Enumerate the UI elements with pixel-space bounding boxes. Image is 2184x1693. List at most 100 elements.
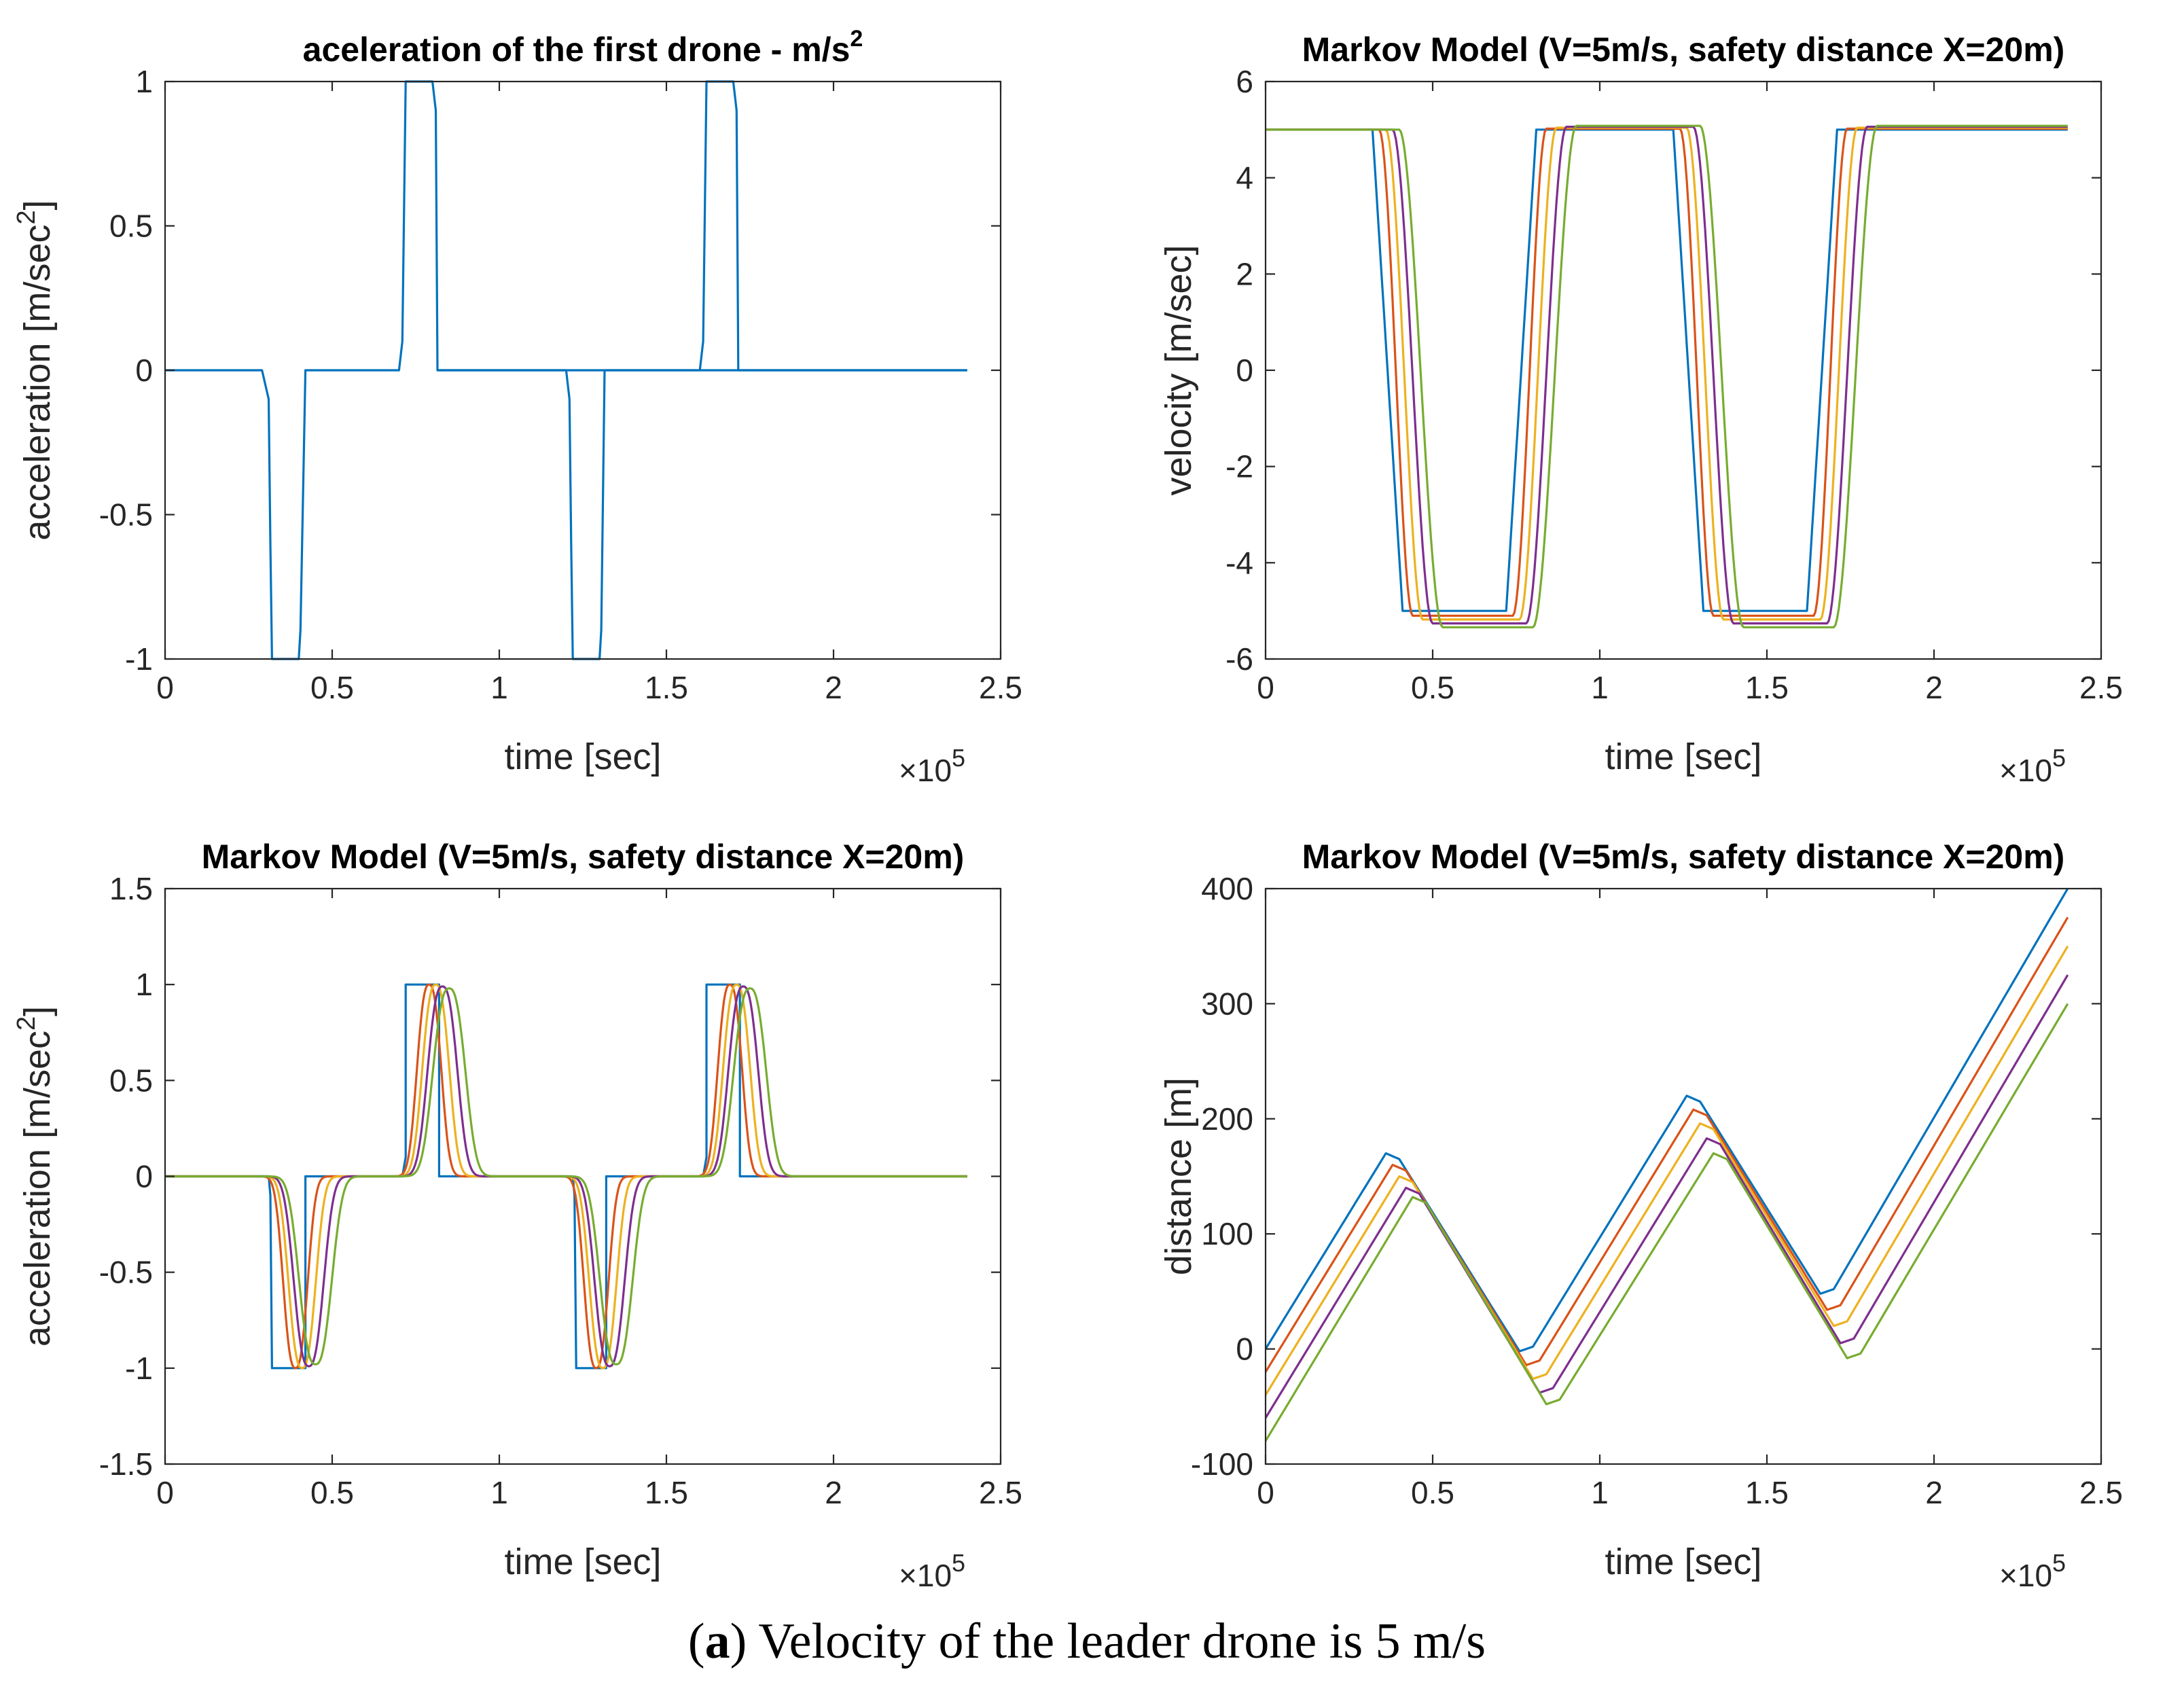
figure-caption: (a) Velocity of the leader drone is 5 m/… [688,1614,1486,1669]
series-group [165,80,967,660]
x-axis-multiplier: ×105 [899,744,965,788]
y-tick-label: 6 [1236,64,1253,99]
x-tick-label: 1 [490,1475,508,1510]
y-tick-label: 1 [135,967,153,1002]
series-line-1 [1266,128,2068,612]
multiplier-times: × [899,753,917,788]
x-tick-label: 1.5 [1745,1475,1789,1510]
caption-text: Velocity of the leader drone is 5 m/s [747,1614,1486,1669]
plot-title-text: Markov Model (V=5m/s, safety distance X=… [202,838,965,876]
y-tick-label: 0 [135,1159,153,1194]
series-line-2 [1266,127,2068,617]
multiplier-times: × [1999,1558,2018,1593]
multiplier-base: 10 [917,753,952,788]
y-tick-label: 1.5 [109,871,153,906]
x-axis-label: time [sec] [504,1541,661,1582]
y-axis-label-text: acceleration [m/sec [17,1031,58,1347]
x-tick-label: 0 [156,670,174,705]
series-group [1266,124,2068,628]
y-axis-label-text: velocity [m/sec] [1158,245,1199,495]
y-tick-label: -1 [125,641,153,677]
y-axis-label-suffix: ] [17,1006,58,1016]
series-line-4 [1266,974,2069,1419]
y-tick-label: 0 [1236,353,1253,388]
x-tick-label: 1 [490,670,508,705]
y-tick-label: 100 [1201,1216,1253,1251]
multiplier-base: 10 [2018,753,2052,788]
x-tick-label: 2.5 [2079,1475,2123,1510]
y-tick-label: 0 [135,353,153,388]
x-tick-label: 1 [1591,1475,1609,1510]
multiplier-exponent: 5 [2052,1549,2066,1577]
caption-paren-open: ( [688,1614,705,1669]
plot-title-superscript: 2 [850,26,863,52]
y-axis-label: acceleration [m/sec2] [12,1006,58,1347]
series-line-3 [1266,126,2068,621]
y-axis-label-suffix: ] [17,200,58,210]
x-axis-label: time [sec] [1605,1541,1761,1582]
plot-title: aceleration of the first drone - m/s2 [303,26,863,69]
axes-frame [1264,887,2102,1465]
series-line-1 [1266,888,2069,1353]
series-line-2 [1266,916,2069,1373]
series-group [165,983,967,1370]
x-axis-label: time [sec] [1605,736,1761,777]
y-tick-label: -1 [125,1351,153,1386]
x-tick-label: 2.5 [979,670,1022,705]
x-axis-multiplier: ×105 [1999,1549,2066,1593]
series-line-5 [165,987,967,1366]
multiplier-base: 10 [2018,1558,2052,1593]
y-tick-label: 400 [1201,871,1253,906]
multiplier-exponent: 5 [952,744,965,772]
y-tick-label: 2 [1236,256,1253,291]
y-axis-label-text: distance [m] [1158,1077,1199,1275]
x-tick-label: 0 [156,1475,174,1510]
series-line-3 [1266,945,2069,1396]
multiplier-exponent: 5 [952,1549,965,1577]
y-tick-label: -0.5 [99,497,153,533]
plot-title-text: Markov Model (V=5m/s, safety distance X=… [1302,838,2065,876]
y-tick-label: 0 [1236,1332,1253,1367]
x-tick-label: 2 [825,670,842,705]
caption-paren-close: ) [730,1614,747,1669]
series-line-5 [1266,124,2068,628]
y-tick-label: -6 [1225,641,1253,677]
multiplier-times: × [1999,753,2018,788]
x-tick-label: 0.5 [1411,1475,1454,1510]
x-tick-label: 0 [1257,1475,1274,1510]
multiplier-times: × [899,1558,917,1593]
plot-title: Markov Model (V=5m/s, safety distance X=… [1302,838,2065,876]
axes-frame [1264,80,2102,660]
plot-title-text: Markov Model (V=5m/s, safety distance X=… [1302,31,2065,69]
series-line-5 [1266,1003,2069,1442]
y-tick-label: -1.5 [99,1446,153,1482]
y-axis-label-text: acceleration [m/sec [17,224,58,540]
x-tick-label: 0.5 [1411,670,1454,705]
y-tick-label: 300 [1201,986,1253,1021]
x-tick-label: 0.5 [310,1475,354,1510]
x-tick-label: 2.5 [2079,670,2123,705]
plot-title-text: aceleration of the first drone - m/s [303,31,851,69]
series-line-1 [165,80,967,660]
plot-leader-acceleration: 0 0.5 1 1.5 2 2.5 -1 -0.5 0 0.5 1 aceleration of th… [12,26,1022,788]
x-axis-label: time [sec] [504,736,661,777]
x-tick-label: 2 [1925,1475,1943,1510]
plot-follower-acceleration: 0 0.5 1 1.5 2 2.5 -1.5 -1 -0.5 0 0.5 1 1.5 Markov Mod… [12,838,1022,1593]
y-axis-label-superscript: 2 [12,210,41,224]
x-tick-label: 0 [1257,670,1274,705]
x-axis-multiplier: ×105 [1999,744,2066,788]
x-tick-label: 1 [1591,670,1609,705]
series-line-2 [437,80,967,660]
x-axis-multiplier: ×105 [899,1549,965,1593]
y-tick-label: 0.5 [109,1063,153,1098]
y-axis-label: acceleration [m/sec2] [12,200,58,540]
y-tick-label: 200 [1201,1101,1253,1137]
y-tick-label: -2 [1225,449,1253,484]
x-tick-label: 2.5 [979,1475,1022,1510]
x-tick-label: 1.5 [645,1475,688,1510]
x-tick-label: 2 [1925,670,1943,705]
y-tick-label: -0.5 [99,1255,153,1290]
x-tick-label: 2 [825,1475,842,1510]
